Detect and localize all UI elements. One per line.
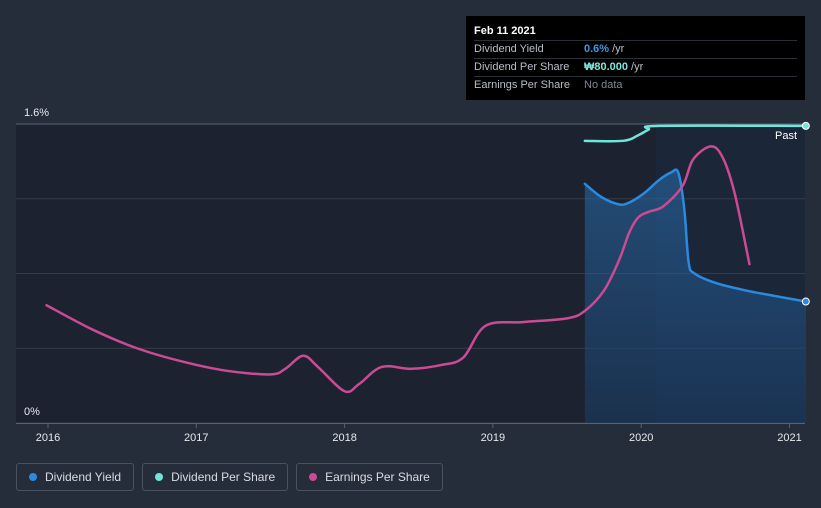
tooltip-date: Feb 11 2021 xyxy=(474,25,536,37)
tooltip-value: No data xyxy=(584,79,623,91)
dividend-yield-area xyxy=(584,169,806,423)
legend-dividend-per-share[interactable]: Dividend Per Share xyxy=(142,463,289,491)
earnings-per-share-line xyxy=(45,145,751,394)
tooltip-unit: /yr xyxy=(631,61,644,73)
tooltip-row-dividend-per-share: Dividend Per Share ₩80.000/yr xyxy=(474,58,797,76)
legend-dot-icon xyxy=(155,473,164,481)
tooltip-label: Dividend Per Share xyxy=(474,61,570,73)
legend-label: Dividend Yield xyxy=(45,470,122,484)
legend-label: Dividend Per Share xyxy=(171,470,276,484)
dividend-per-share-line xyxy=(583,124,808,143)
dividend-per-share-end-marker xyxy=(801,121,810,130)
chart-legend: Dividend Yield Dividend Per Share Earnin… xyxy=(16,463,443,491)
data-tooltip: Feb 11 2021 Dividend Yield 0.6%/yr Divid… xyxy=(466,16,805,100)
x-tick-label: 2017 xyxy=(184,432,208,444)
tooltip-unit: /yr xyxy=(612,43,625,55)
legend-dividend-yield[interactable]: Dividend Yield xyxy=(16,463,135,491)
tooltip-label: Dividend Yield xyxy=(474,43,544,55)
legend-dot-icon xyxy=(29,473,37,481)
tooltip-row-earnings-per-share: Earnings Per Share No data xyxy=(474,76,797,94)
tooltip-value: ₩80.000 xyxy=(584,61,629,73)
legend-dot-icon xyxy=(309,473,318,481)
x-tick-label: 2021 xyxy=(777,432,801,444)
x-tick-label: 2020 xyxy=(629,432,653,444)
y-tick-label: 0% xyxy=(24,406,40,418)
tooltip-value: 0.6% xyxy=(584,43,610,55)
x-tick-label: 2018 xyxy=(332,432,356,444)
legend-earnings-per-share[interactable]: Earnings Per Share xyxy=(296,463,443,491)
tooltip-row-dividend-yield: Dividend Yield 0.6%/yr xyxy=(474,40,797,58)
dividend-yield-line xyxy=(583,168,808,303)
y-tick-label: 1.6% xyxy=(24,107,49,119)
x-tick-label: 2019 xyxy=(481,432,505,444)
legend-label: Earnings Per Share xyxy=(325,470,430,484)
past-label: Past xyxy=(775,130,797,142)
dividend-yield-end-marker xyxy=(801,297,810,306)
x-tick-label: 2016 xyxy=(36,432,60,444)
tooltip-label: Earnings Per Share xyxy=(474,79,570,91)
